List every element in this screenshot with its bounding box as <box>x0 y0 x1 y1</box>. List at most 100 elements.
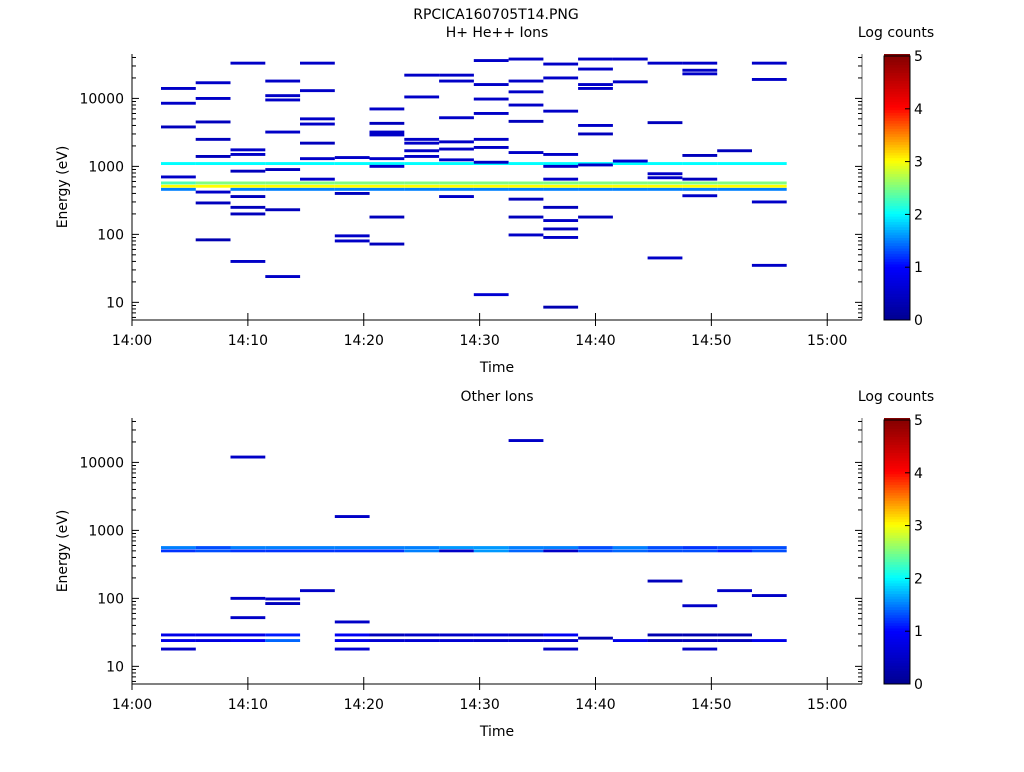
heatmap-cell <box>439 639 474 642</box>
colorbar-slice <box>884 649 910 653</box>
heatmap-cell <box>334 192 370 195</box>
colorbar-slice <box>884 622 910 626</box>
colorbar-slice <box>884 521 910 525</box>
heatmap-cell <box>578 67 613 71</box>
colorbar-slice <box>884 96 910 100</box>
colorbar-tick-label: 5 <box>914 49 923 65</box>
heatmap-cell <box>473 184 509 188</box>
heatmap-cell <box>508 151 544 154</box>
heatmap-cell <box>404 73 440 77</box>
heatmap-cell <box>195 639 231 642</box>
heatmap-cell <box>334 549 370 553</box>
colorbar-slice <box>884 61 910 66</box>
heatmap-cell <box>161 549 196 553</box>
colorbar-frame <box>883 419 911 685</box>
heatmap-cell <box>439 546 474 549</box>
heatmap-cell <box>682 604 718 608</box>
heatmap-cell <box>647 187 683 191</box>
colorbar-slice <box>884 588 910 592</box>
heatmap-cell <box>578 549 613 553</box>
y-axis-label: Energy (eV) <box>55 510 71 593</box>
colorbar-slice <box>884 532 910 536</box>
colorbar-slice <box>884 264 910 268</box>
colorbar-slice <box>884 551 910 555</box>
colorbar-slice <box>884 479 910 483</box>
heatmap-cell <box>369 242 405 246</box>
colorbar-slice <box>884 487 910 491</box>
heatmap-cell <box>682 181 718 185</box>
heatmap-cell <box>161 184 196 188</box>
colorbar-slice <box>884 558 910 563</box>
heatmap-cell <box>230 596 266 600</box>
heatmap-cell <box>334 647 370 651</box>
x-tick-label: 15:00 <box>807 333 847 349</box>
x-tick-label: 14:40 <box>575 697 615 713</box>
colorbar-slice <box>884 471 910 475</box>
colorbar-slice <box>884 237 910 241</box>
heatmap-cell <box>230 195 266 198</box>
heatmap-cell <box>161 101 196 105</box>
colorbar-slice <box>884 668 910 672</box>
colorbar-slice <box>884 681 910 685</box>
heatmap-cell <box>612 181 648 185</box>
colorbar-slice <box>884 197 910 201</box>
heatmap-cell <box>300 546 335 549</box>
heatmap-cell <box>612 57 648 61</box>
heatmap-cell <box>300 589 335 593</box>
colorbar-slice <box>884 101 910 105</box>
heatmap-cell <box>473 549 509 553</box>
heatmap-cell <box>369 130 405 134</box>
heatmap-cell <box>334 639 370 642</box>
heatmap-cell <box>543 647 579 651</box>
colorbar-slice <box>884 157 910 161</box>
colorbar-slice <box>884 176 910 180</box>
panel-title: H+ He++ Ions <box>446 25 549 41</box>
heatmap-cell <box>751 61 787 65</box>
heatmap-cell <box>230 148 266 152</box>
colorbar-slice <box>884 149 910 153</box>
heatmap-cell <box>195 238 231 242</box>
colorbar-slice <box>884 301 910 305</box>
colorbar-slice <box>884 662 910 666</box>
heatmap-cell <box>543 219 579 222</box>
colorbar-slice <box>884 569 910 573</box>
heatmap-cell <box>473 97 509 101</box>
colorbar-slice <box>884 202 910 207</box>
heatmap-cell <box>300 89 335 93</box>
colorbar-slice <box>884 88 910 92</box>
heatmap-cell <box>300 117 335 121</box>
heatmap-cell <box>717 181 752 185</box>
colorbar-tick-label: 3 <box>914 155 923 171</box>
heatmap-cell <box>334 234 370 238</box>
heatmap-cell <box>682 187 718 191</box>
colorbar-slice <box>884 516 910 520</box>
colorbar-slice <box>884 519 910 523</box>
colorbar-slice <box>884 495 910 499</box>
heatmap-cell <box>647 162 683 165</box>
colorbar-slice <box>884 234 910 238</box>
heatmap-cell <box>543 236 579 239</box>
colorbar-slice <box>884 285 910 289</box>
heatmap-cell <box>717 184 752 188</box>
colorbar-slice <box>884 258 910 262</box>
colorbar-slice <box>884 312 910 316</box>
heatmap-cell <box>334 162 370 165</box>
heatmap-cell <box>578 132 613 136</box>
colorbar-slice <box>884 460 910 464</box>
heatmap-cell <box>300 157 335 161</box>
heatmap-cell <box>195 201 231 205</box>
colorbar-slice <box>884 646 910 650</box>
heatmap-cell <box>265 168 301 171</box>
heatmap-cell <box>543 546 579 549</box>
heatmap-cell <box>578 124 613 127</box>
heatmap-cell <box>682 72 718 76</box>
colorbar-slice <box>884 144 910 148</box>
colorbar-slice <box>884 492 910 496</box>
colorbar-slice <box>884 314 910 318</box>
colorbar-slice <box>884 218 910 222</box>
heatmap-cell <box>543 227 579 231</box>
colorbar-slice <box>884 433 910 438</box>
heatmap-cell <box>265 162 301 165</box>
colorbar-slice <box>884 242 910 246</box>
colorbar-slice <box>884 165 910 169</box>
